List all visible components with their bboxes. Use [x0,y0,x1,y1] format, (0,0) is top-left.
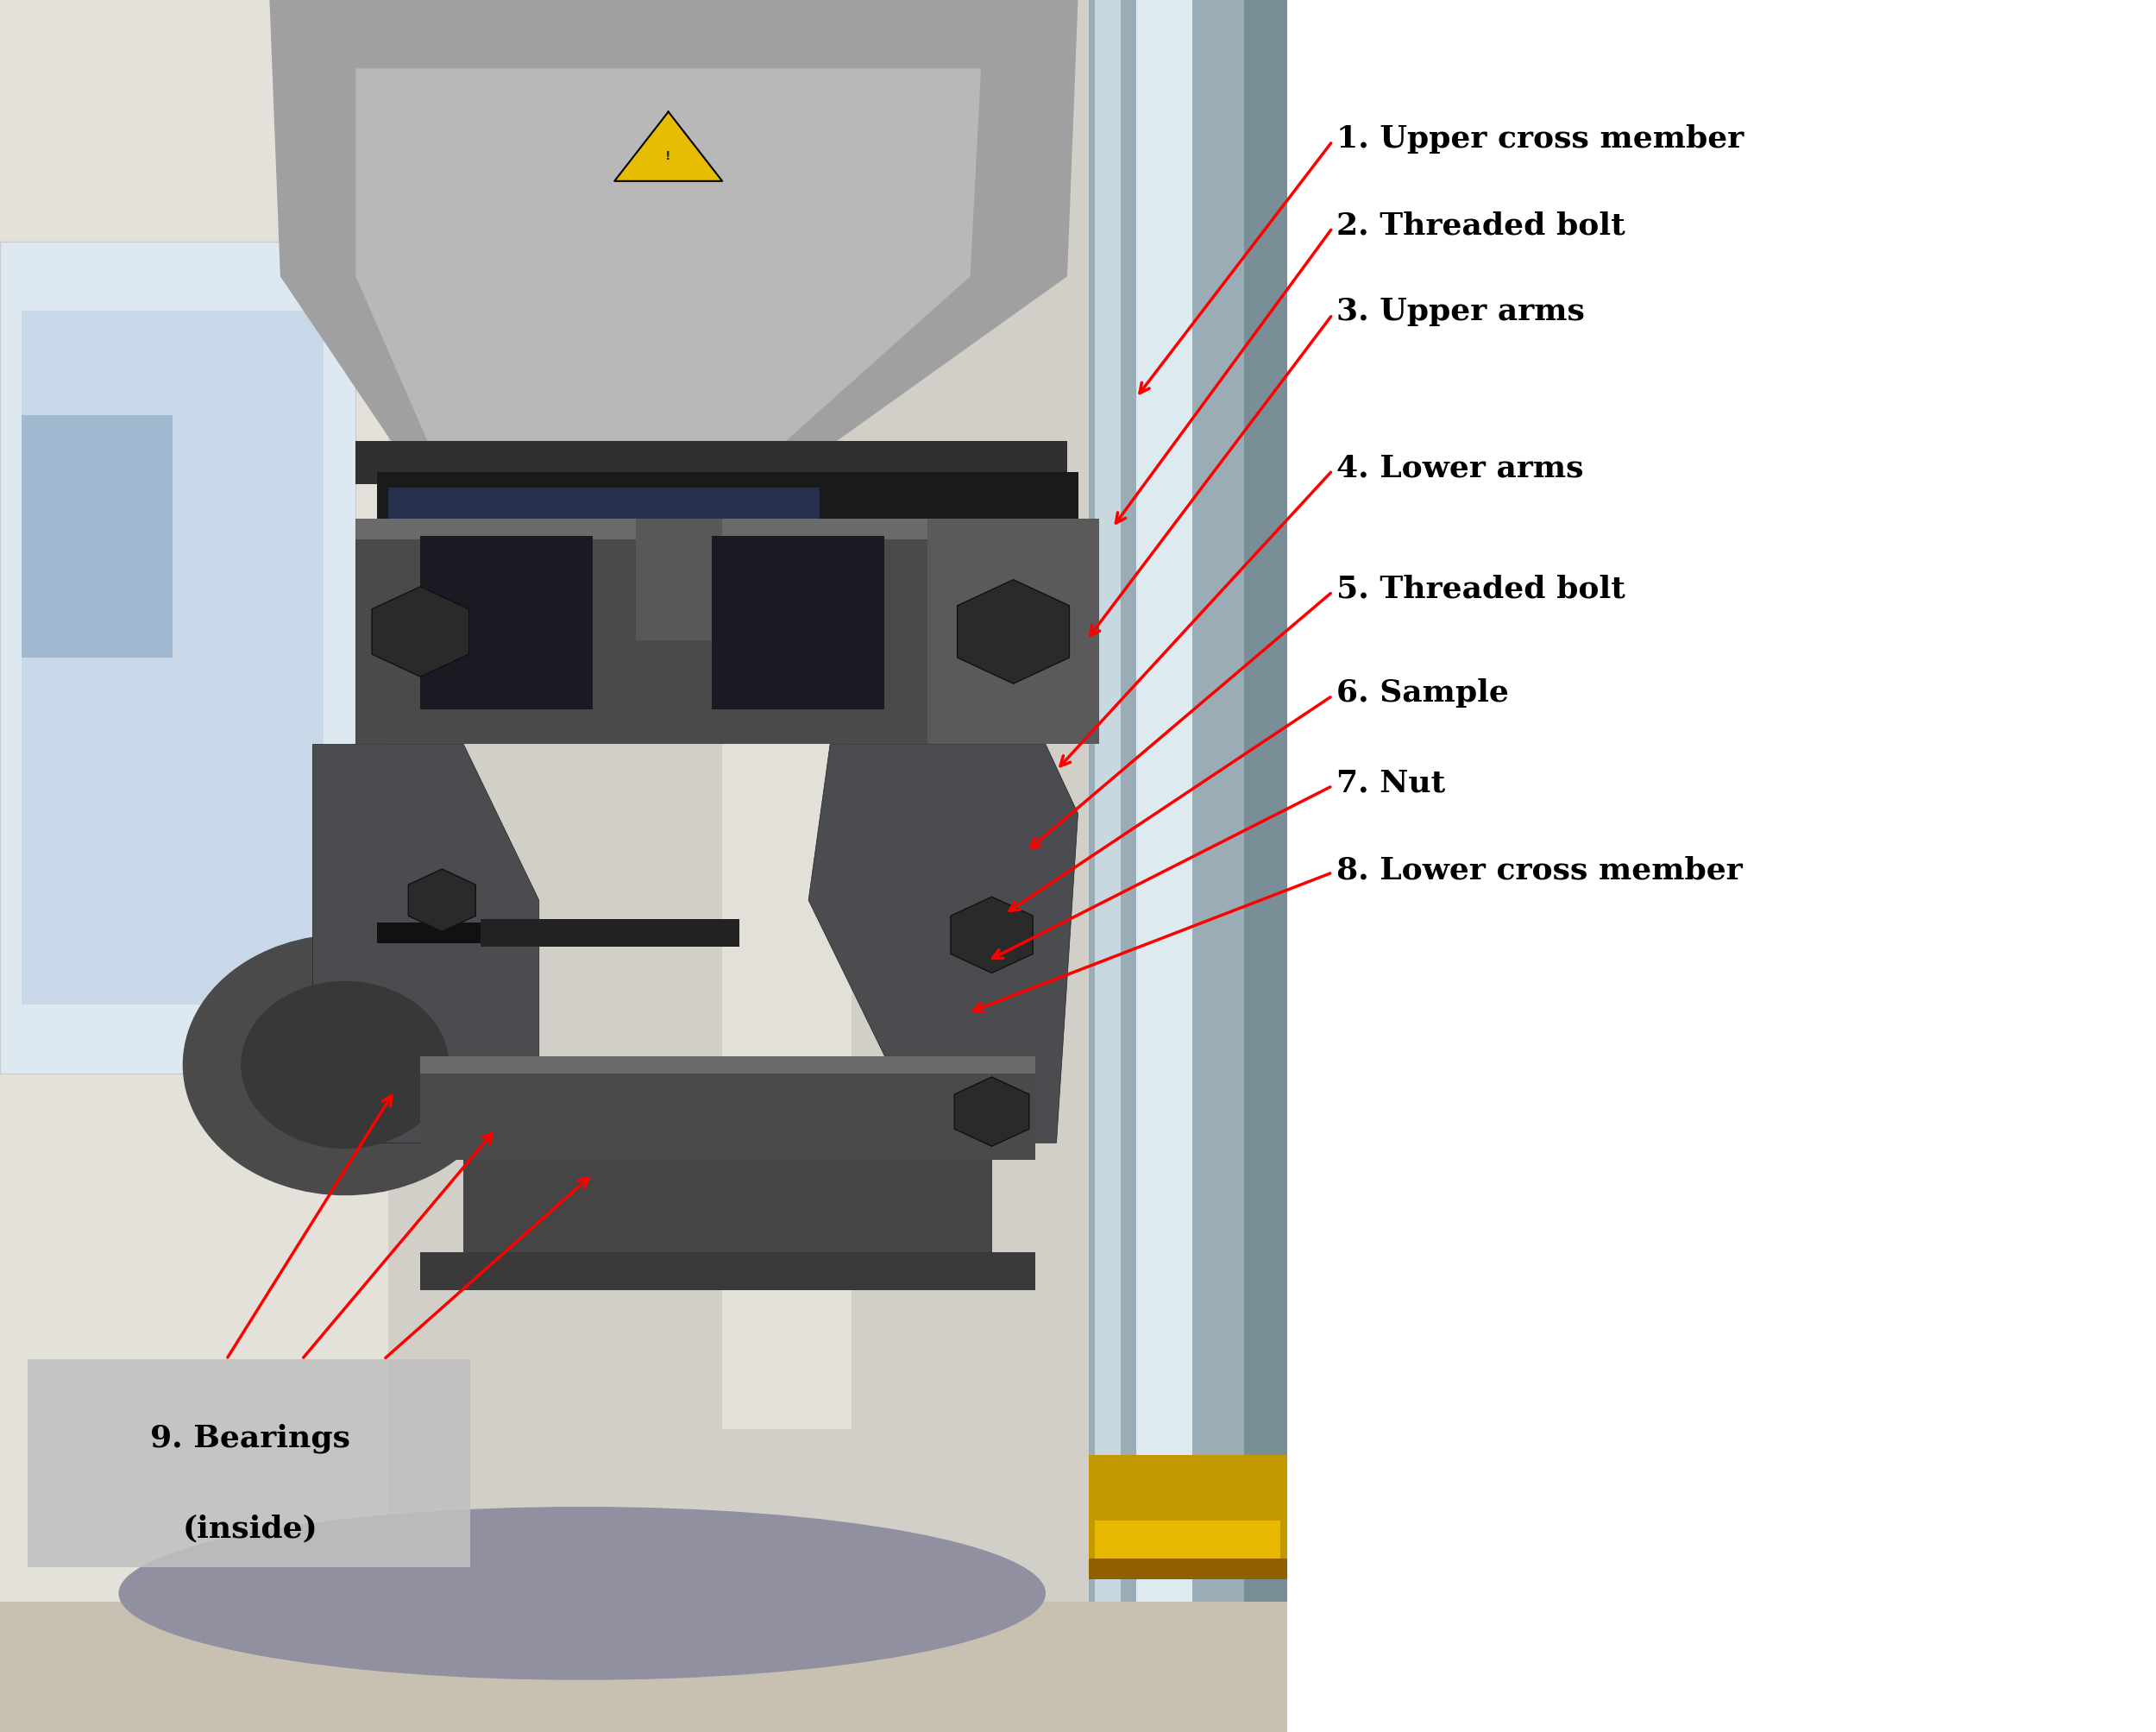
FancyBboxPatch shape [1095,0,1121,1732]
FancyBboxPatch shape [377,473,1078,528]
Text: 8. Lower cross member: 8. Lower cross member [1337,856,1742,883]
FancyBboxPatch shape [356,520,1100,745]
FancyBboxPatch shape [1089,1455,1287,1580]
FancyBboxPatch shape [1136,0,1192,1732]
Polygon shape [614,113,722,182]
FancyBboxPatch shape [420,1057,1035,1160]
FancyBboxPatch shape [1089,1559,1287,1580]
Text: 5. Threaded bolt: 5. Threaded bolt [1337,575,1626,603]
Text: 1. Upper cross member: 1. Upper cross member [1337,125,1744,152]
FancyBboxPatch shape [420,1057,1035,1074]
FancyBboxPatch shape [927,520,1100,745]
Text: (inside): (inside) [183,1514,317,1541]
FancyBboxPatch shape [1089,0,1287,1732]
FancyBboxPatch shape [0,242,356,1074]
FancyBboxPatch shape [420,537,593,710]
FancyBboxPatch shape [22,416,172,658]
FancyBboxPatch shape [356,442,1067,485]
FancyBboxPatch shape [420,1252,1035,1290]
FancyBboxPatch shape [388,488,819,520]
FancyBboxPatch shape [0,0,388,1611]
FancyBboxPatch shape [481,920,740,947]
FancyBboxPatch shape [356,520,1100,540]
FancyBboxPatch shape [1244,0,1287,1732]
FancyBboxPatch shape [1095,1521,1281,1573]
Text: 6. Sample: 6. Sample [1337,679,1509,707]
Text: !: ! [666,151,671,161]
Text: 3. Upper arms: 3. Upper arms [1337,298,1585,326]
Text: 9. Bearings: 9. Bearings [151,1422,349,1453]
Ellipse shape [119,1507,1046,1680]
FancyBboxPatch shape [0,1602,1287,1732]
Text: 2. Threaded bolt: 2. Threaded bolt [1337,211,1626,239]
FancyBboxPatch shape [722,528,852,1429]
Polygon shape [270,0,1078,485]
Polygon shape [313,745,539,1143]
FancyBboxPatch shape [711,537,884,710]
Polygon shape [808,745,1078,1143]
Circle shape [241,982,448,1148]
Polygon shape [356,69,981,450]
Polygon shape [614,113,722,182]
FancyBboxPatch shape [636,520,722,641]
FancyBboxPatch shape [464,1160,992,1256]
FancyBboxPatch shape [28,1360,470,1567]
Text: 4. Lower arms: 4. Lower arms [1337,454,1585,481]
Circle shape [183,935,507,1195]
Text: 7. Nut: 7. Nut [1337,769,1447,797]
FancyBboxPatch shape [0,0,1287,1732]
FancyBboxPatch shape [22,312,323,1005]
FancyBboxPatch shape [377,923,481,944]
